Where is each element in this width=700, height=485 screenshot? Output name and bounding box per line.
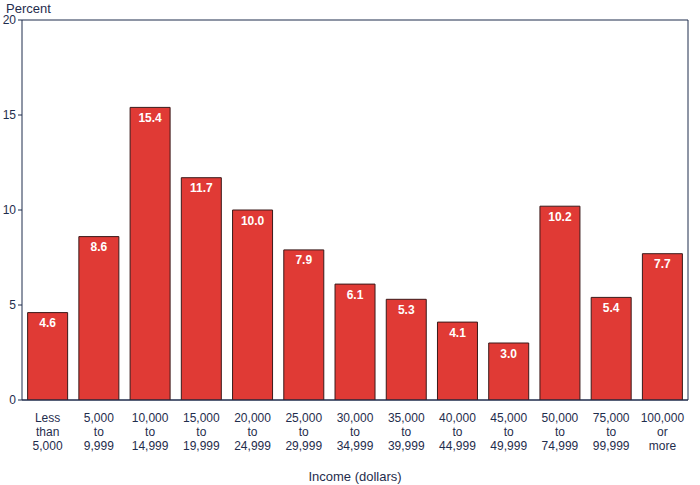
- svg-text:6.1: 6.1: [347, 288, 364, 302]
- svg-text:3.0: 3.0: [500, 347, 517, 361]
- svg-text:25,000to29,999: 25,000to29,999: [285, 411, 322, 453]
- svg-text:4.1: 4.1: [449, 326, 466, 340]
- svg-text:50,000to74,999: 50,000to74,999: [542, 411, 579, 453]
- svg-text:20,000to24,999: 20,000to24,999: [234, 411, 271, 453]
- svg-text:15.4: 15.4: [138, 111, 162, 125]
- svg-text:10.0: 10.0: [241, 214, 265, 228]
- svg-text:100,000ormore: 100,000ormore: [641, 411, 685, 453]
- svg-text:75,000to99,999: 75,000to99,999: [593, 411, 630, 453]
- svg-text:10,000to14,999: 10,000to14,999: [132, 411, 169, 453]
- svg-text:45,000to49,999: 45,000to49,999: [490, 411, 527, 453]
- svg-text:10: 10: [8, 203, 16, 217]
- svg-text:15,000to19,999: 15,000to19,999: [183, 411, 220, 453]
- svg-text:Income (dollars): Income (dollars): [308, 469, 401, 484]
- svg-text:40,000to44,999: 40,000to44,999: [439, 411, 476, 453]
- svg-text:4.6: 4.6: [39, 316, 56, 330]
- svg-text:Lessthan5,000: Lessthan5,000: [33, 411, 63, 453]
- svg-text:0: 0: [9, 393, 16, 407]
- svg-text:7.7: 7.7: [654, 257, 671, 271]
- html-text:Percent: Percent: [6, 1, 51, 16]
- svg-text:15: 15: [8, 108, 16, 122]
- svg-text:5: 5: [9, 298, 16, 312]
- svg-text:8.6: 8.6: [91, 240, 108, 254]
- svg-text:5.3: 5.3: [398, 303, 415, 317]
- svg-text:11.7: 11.7: [190, 181, 213, 195]
- svg-text:10.2: 10.2: [548, 210, 572, 224]
- svg-text:7.9: 7.9: [295, 253, 312, 267]
- svg-text:5.4: 5.4: [603, 301, 620, 315]
- svg-text:35,000to39,999: 35,000to39,999: [388, 411, 425, 453]
- svg-text:30,000to34,999: 30,000to34,999: [337, 411, 374, 453]
- svg-text:5,000to9,999: 5,000to9,999: [84, 411, 114, 453]
- svg-text:20: 20: [8, 13, 16, 27]
